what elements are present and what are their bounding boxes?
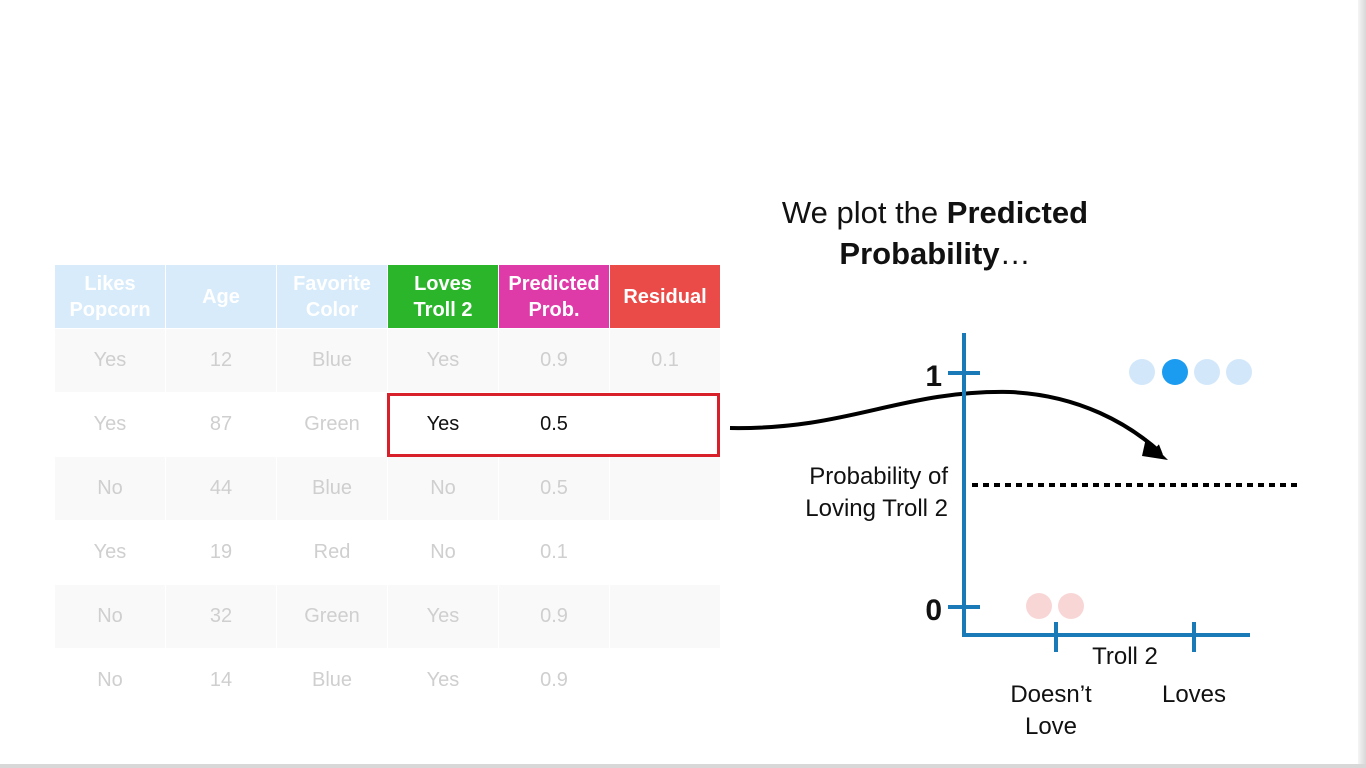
y-tick-label-0: 0 bbox=[925, 594, 942, 627]
table-cell: 0.1 bbox=[498, 520, 610, 585]
table-row: No 14 Blue Yes 0.9 bbox=[54, 648, 721, 713]
table-row: No 44 Blue No 0.5 bbox=[54, 456, 721, 521]
table-cell: No bbox=[54, 648, 166, 713]
table-cell bbox=[609, 584, 721, 649]
table-cell: 19 bbox=[165, 520, 277, 585]
caption-line1-bold: Predicted bbox=[946, 195, 1089, 230]
table-header-row: Likes Popcorn Age Favorite Color Loves Trol… bbox=[54, 264, 721, 329]
arrow-head-icon bbox=[1142, 438, 1168, 460]
table-cell: 0.9 bbox=[498, 328, 610, 393]
caption: We plot the Predicted Probability… bbox=[700, 192, 1170, 274]
header-predicted-prob: Predicted Prob. bbox=[498, 264, 610, 329]
table-cell bbox=[609, 520, 721, 585]
table-cell: Yes bbox=[387, 584, 499, 649]
table-cell: Yes bbox=[54, 392, 166, 457]
table-cell: Yes bbox=[387, 648, 499, 713]
table-row: Yes 12 Blue Yes 0.9 0.1 bbox=[54, 328, 721, 393]
point-loves-1 bbox=[1129, 359, 1155, 385]
highlighted-loves-cell: Yes bbox=[387, 392, 499, 457]
table-cell: 0.9 bbox=[498, 648, 610, 713]
x-category-doesnt-love-line1: Doesn’t bbox=[1010, 681, 1092, 708]
window-scrollbar bbox=[1358, 0, 1366, 768]
table-cell: 87 bbox=[165, 392, 277, 457]
point-loves-3 bbox=[1194, 359, 1220, 385]
table-cell: Blue bbox=[276, 328, 388, 393]
highlighted-predicted-cell: 0.5 bbox=[498, 392, 610, 457]
point-doesnt-love-2 bbox=[1058, 593, 1084, 619]
table-cell: Green bbox=[276, 584, 388, 649]
header-likes-popcorn: Likes Popcorn bbox=[54, 264, 166, 329]
table-cell: 0.1 bbox=[609, 328, 721, 393]
header-favorite-color: Favorite Color bbox=[276, 264, 388, 329]
table-cell: No bbox=[387, 520, 499, 585]
header-residual: Residual bbox=[609, 264, 721, 329]
x-category-loves: Loves bbox=[1162, 681, 1226, 708]
curved-arrow bbox=[729, 389, 1163, 455]
x-category-doesnt-love-line2: Love bbox=[1025, 713, 1077, 740]
highlight-box bbox=[387, 393, 720, 457]
point-loves-4 bbox=[1226, 359, 1252, 385]
table-cell: Yes bbox=[54, 520, 166, 585]
table-cell: Blue bbox=[276, 456, 388, 521]
table-cell: No bbox=[387, 456, 499, 521]
header-age: Age bbox=[165, 264, 277, 329]
table-cell: 14 bbox=[165, 648, 277, 713]
table-cell: Blue bbox=[276, 648, 388, 713]
caption-line1-normal: We plot the bbox=[781, 195, 947, 230]
table-cell bbox=[609, 456, 721, 521]
header-loves-troll-2: Loves Troll 2 bbox=[387, 264, 499, 329]
table-cell: 0.9 bbox=[498, 584, 610, 649]
table-cell: No bbox=[54, 456, 166, 521]
data-table: Likes Popcorn Age Favorite Color Loves Trol… bbox=[54, 264, 721, 713]
table-cell bbox=[609, 648, 721, 713]
caption-line2-tail: … bbox=[999, 236, 1031, 271]
caption-line2-bold: Probability bbox=[839, 236, 1000, 271]
y-tick-label-1: 1 bbox=[925, 360, 942, 393]
threshold-label-line2: Loving Troll 2 bbox=[805, 495, 948, 522]
bottom-strip bbox=[0, 764, 1366, 768]
x-axis-label: Troll 2 bbox=[1092, 643, 1158, 670]
point-doesnt-love-1 bbox=[1026, 593, 1052, 619]
table-cell: 0.5 bbox=[498, 456, 610, 521]
table-row: No 32 Green Yes 0.9 bbox=[54, 584, 721, 649]
point-loves-highlighted bbox=[1162, 359, 1188, 385]
table-cell: Yes bbox=[54, 328, 166, 393]
table-cell: 44 bbox=[165, 456, 277, 521]
table-cell: 12 bbox=[165, 328, 277, 393]
threshold-label-line1: Probability of bbox=[809, 463, 948, 490]
